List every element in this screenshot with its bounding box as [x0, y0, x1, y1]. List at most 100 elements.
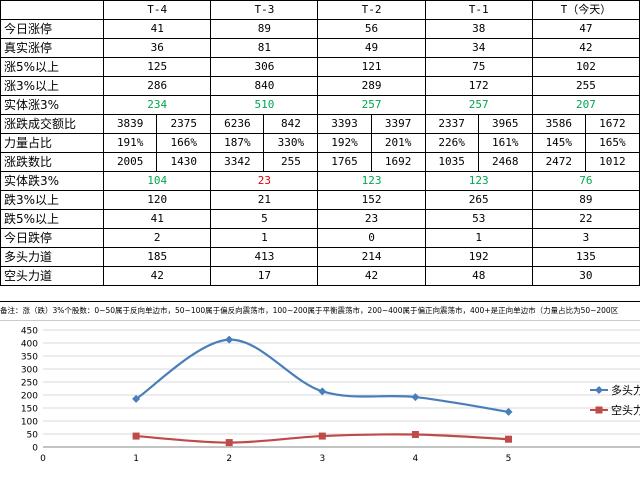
x-tick-label: 4 [413, 454, 419, 464]
table-cell: 255 [531, 76, 640, 96]
table-cell: 81 [210, 38, 319, 58]
data-point-marker [318, 387, 327, 396]
table-row: 多头力道 185 413 214 192 135 [0, 247, 640, 267]
table-cell: 2375 [156, 114, 212, 134]
column-header: T-4 [103, 0, 212, 20]
market-stats-table: T-4 T-3 T-2 T-1 T（今天） 今日涨停 41 89 56 38 47 真实涨停 36 81 4… [0, 0, 640, 286]
table-cell: 165% [584, 133, 640, 153]
header-corner-cell [0, 0, 105, 20]
table-cell: 42 [317, 266, 426, 286]
data-point-marker [411, 431, 419, 439]
table-cell: 53 [424, 209, 533, 229]
table-row: 跌5%以上 41 5 23 53 22 [0, 209, 640, 229]
table-cell: 2472 [531, 152, 586, 172]
table-cell: 121 [317, 57, 426, 77]
legend-label: 空头力 [611, 403, 640, 417]
column-header: T-1 [424, 0, 533, 20]
table-cell: 3965 [477, 114, 533, 134]
table-cell: 3397 [370, 114, 426, 134]
table-cell: 48 [424, 266, 533, 286]
table-cell: 23 [210, 171, 319, 191]
y-tick-label: 200 [21, 392, 38, 402]
table-cell: 1035 [424, 152, 479, 172]
table-cell: 306 [210, 57, 319, 77]
table-cell: 185 [103, 247, 212, 267]
x-tick-label: 0 [40, 454, 46, 464]
table-cell: 1672 [584, 114, 640, 134]
y-tick-label: 150 [21, 405, 38, 415]
table-cell: 2005 [103, 152, 158, 172]
table-row: 实体跌3% 104 23 123 123 76 [0, 171, 640, 191]
legend-marker [595, 406, 603, 414]
table-row: 真实涨停 36 81 49 34 42 [0, 38, 640, 58]
table-cell: 1 [424, 228, 533, 248]
legend-label: 多头力 [611, 383, 640, 397]
table-cell: 38 [424, 19, 533, 39]
data-point-marker [225, 439, 233, 447]
table-cell: 1 [210, 228, 319, 248]
table-cell: 226% [424, 133, 479, 153]
table-cell: 135 [531, 247, 640, 267]
row-label: 跌3%以上 [0, 190, 105, 210]
data-point-marker [132, 394, 141, 403]
table-cell: 1692 [370, 152, 426, 172]
table-cell: 145% [531, 133, 586, 153]
y-tick-label: 50 [27, 431, 39, 441]
row-label: 多头力道 [0, 247, 105, 267]
table-cell: 34 [424, 38, 533, 58]
table-header-row: T-4 T-3 T-2 T-1 T（今天） [0, 0, 640, 20]
table-cell: 76 [531, 171, 640, 191]
table-cell: 89 [531, 190, 640, 210]
row-label: 涨5%以上 [0, 57, 105, 77]
table-cell: 6236 [210, 114, 265, 134]
y-tick-label: 450 [21, 327, 38, 337]
table-cell: 3342 [210, 152, 265, 172]
row-label: 涨跌成交额比 [0, 114, 105, 134]
table-cell: 289 [317, 76, 426, 96]
table-cell: 192 [424, 247, 533, 267]
table-cell: 3393 [317, 114, 372, 134]
table-cell: 47 [531, 19, 640, 39]
table-cell: 102 [531, 57, 640, 77]
table-cell: 840 [210, 76, 319, 96]
table-cell: 330% [263, 133, 319, 153]
table-cell: 152 [317, 190, 426, 210]
table-row: 涨跌数比 2005 1430 3342 255 1765 1692 1035 2468 2472 1… [0, 152, 640, 172]
y-tick-label: 0 [32, 444, 38, 454]
y-tick-label: 400 [21, 340, 38, 350]
table-cell: 1430 [156, 152, 212, 172]
table-cell: 3839 [103, 114, 158, 134]
table-cell: 22 [531, 209, 640, 229]
row-label: 今日涨停 [0, 19, 105, 39]
table-cell: 3586 [531, 114, 586, 134]
table-row: 涨3%以上 286 840 289 172 255 [0, 76, 640, 96]
table-row: 涨5%以上 125 306 121 75 102 [0, 57, 640, 77]
table-cell: 23 [317, 209, 426, 229]
table-cell: 257 [317, 95, 426, 115]
table-cell: 161% [477, 133, 533, 153]
row-label: 涨跌数比 [0, 152, 105, 172]
table-cell: 36 [103, 38, 212, 58]
row-label: 实体跌3% [0, 171, 105, 191]
table-cell: 192% [317, 133, 372, 153]
x-tick-label: 3 [319, 454, 325, 464]
data-point-marker [411, 393, 420, 402]
x-tick-label: 5 [506, 454, 512, 464]
table-cell: 191% [103, 133, 158, 153]
row-label: 真实涨停 [0, 38, 105, 58]
table-cell: 89 [210, 19, 319, 39]
series-line [135, 338, 509, 413]
x-tick-label: 1 [133, 454, 139, 464]
column-header: T-2 [317, 0, 426, 20]
table-footnote: 备注：涨（跌）3%个股数：0~50属于反向单边市，50~100属于偏反向震荡市，… [0, 301, 640, 321]
data-point-marker [504, 407, 513, 416]
table-cell: 201% [370, 133, 426, 153]
table-row: 涨跌成交额比 3839 2375 6236 842 3393 3397 2337 3965 358… [0, 114, 640, 134]
table-cell: 1012 [584, 152, 640, 172]
row-label: 跌5%以上 [0, 209, 105, 229]
table-cell: 2468 [477, 152, 533, 172]
column-header: T（今天） [531, 0, 640, 20]
table-row: 跌3%以上 120 21 152 265 89 [0, 190, 640, 210]
table-cell: 0 [317, 228, 426, 248]
